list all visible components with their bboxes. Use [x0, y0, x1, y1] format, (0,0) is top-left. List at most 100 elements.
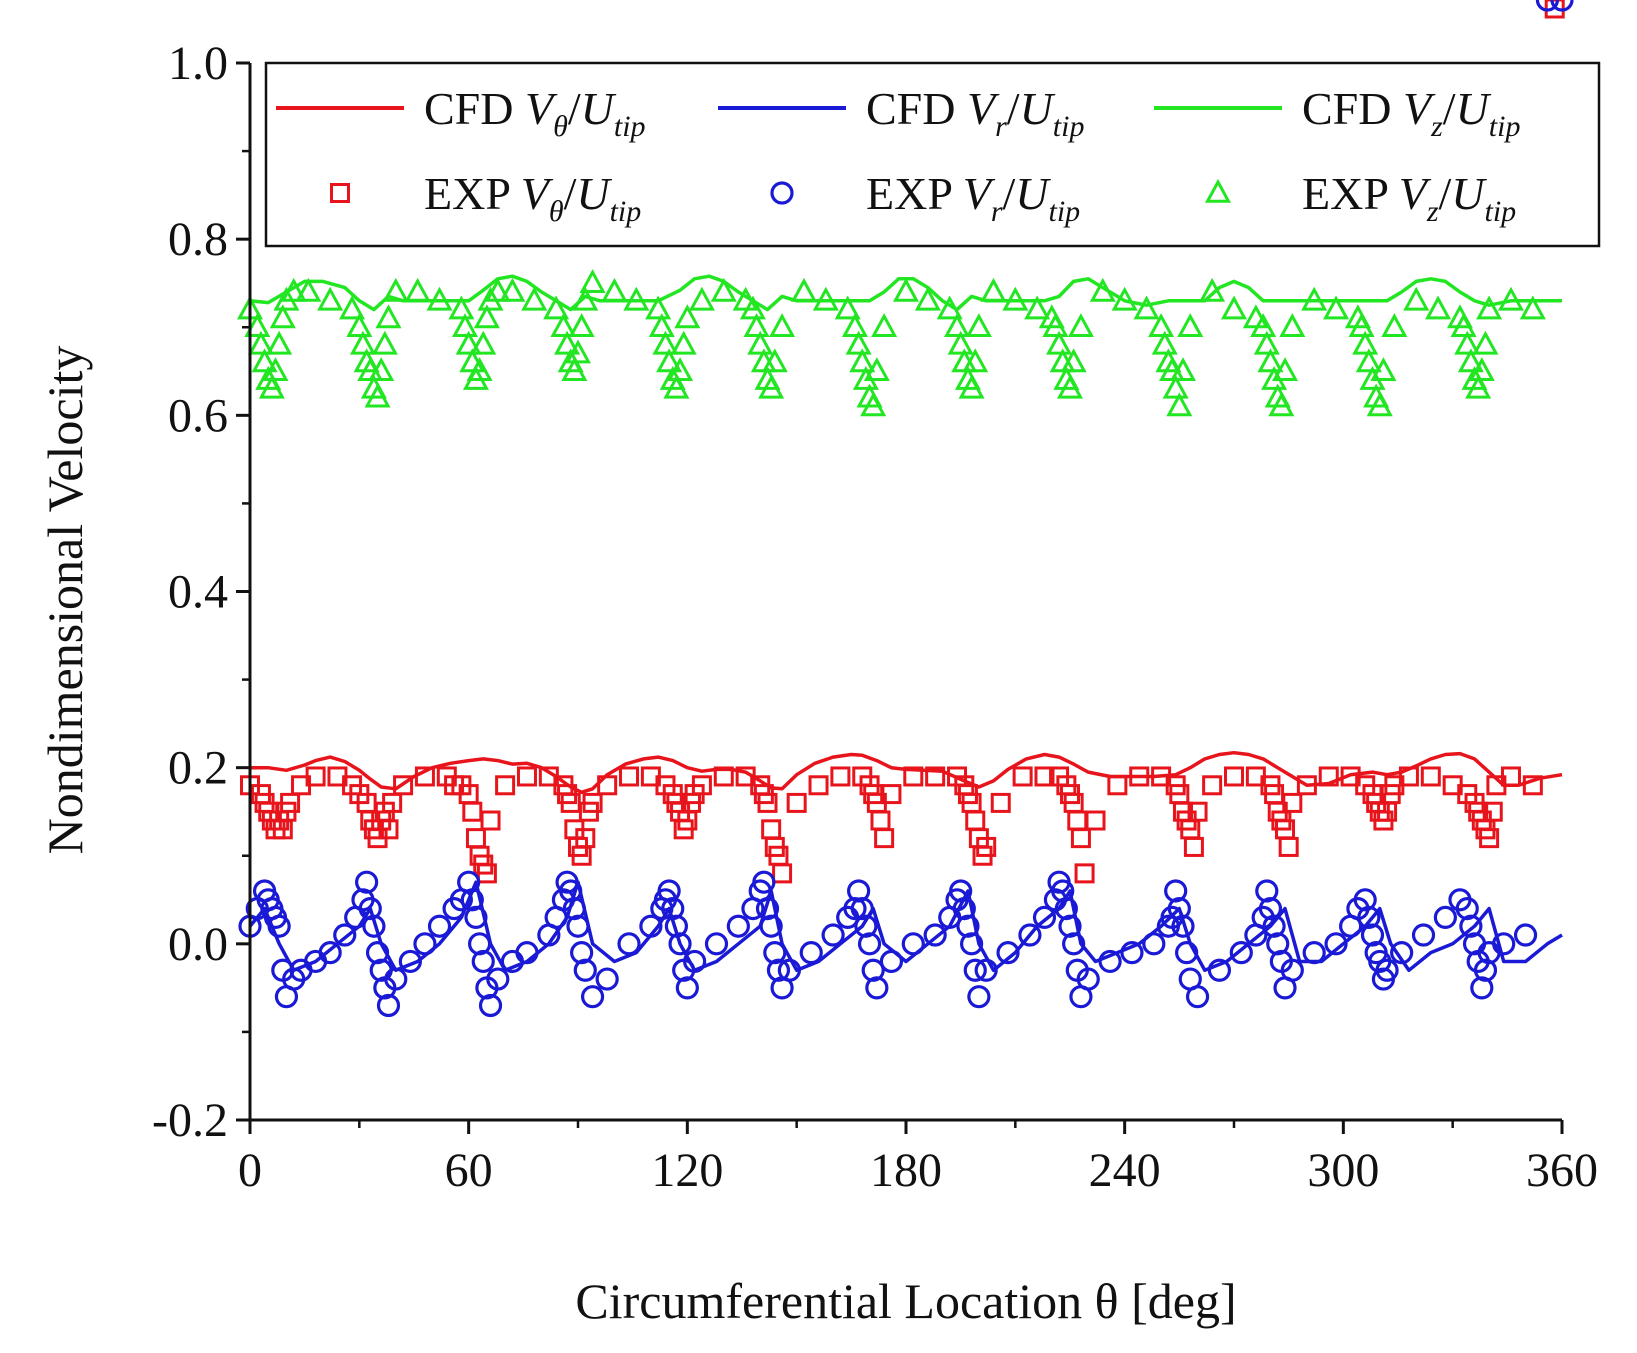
exp_z-point — [849, 348, 876, 373]
exp_r-point — [486, 967, 510, 991]
exp_z-point — [892, 277, 920, 302]
exp_r-point — [1324, 932, 1348, 956]
exp_r-point — [1492, 932, 1516, 956]
exp_theta-point — [772, 863, 793, 884]
exp_z-point — [375, 304, 402, 329]
exp_theta-point — [382, 792, 403, 813]
exp_z-point — [466, 357, 493, 382]
exp_theta-point — [280, 792, 301, 813]
exp_theta-point — [1129, 766, 1150, 787]
exp_r-point — [384, 967, 408, 991]
legend-entry-label: CFD Vr/Utip — [866, 83, 1084, 143]
exp_r-point — [963, 958, 987, 982]
exp_z-point — [962, 348, 989, 373]
exp_z-point — [860, 392, 887, 417]
exp_z-point — [914, 286, 941, 311]
exp_z-point — [688, 286, 715, 311]
exp_z-point — [845, 330, 872, 355]
exp_z-point — [812, 286, 839, 311]
y-axis-title: Nondimensional Velocity — [37, 346, 93, 855]
exp_theta-point — [1074, 863, 1095, 884]
exp_z-point — [1162, 374, 1189, 399]
exp_r-point — [668, 932, 692, 956]
exp_theta-point — [462, 801, 483, 822]
exp_theta-point — [1034, 766, 1055, 787]
exp_z-point — [280, 277, 307, 302]
exp_z-point — [652, 330, 679, 355]
exp_z-point — [455, 330, 482, 355]
exp_z-point — [1468, 357, 1495, 382]
exp_theta-point — [1085, 810, 1106, 831]
exp_r-point — [464, 905, 488, 930]
exp_theta-point — [1479, 828, 1500, 849]
exp_z-point — [244, 313, 271, 337]
exp_theta-point — [305, 766, 326, 787]
exp_r-point — [1120, 941, 1144, 965]
exp_z-point — [1425, 295, 1452, 320]
legend-entry-label: CFD Vz/Utip — [1302, 83, 1520, 143]
exp_z-point — [871, 313, 898, 337]
exp_r-point — [617, 932, 641, 956]
exp_z-point — [1148, 313, 1175, 337]
plot-area — [236, 0, 1574, 1018]
exp_theta-point — [1224, 766, 1244, 787]
exp_r-point — [1018, 923, 1042, 947]
exp_r-point — [967, 985, 991, 1009]
exp_theta-point — [575, 828, 596, 849]
legend-marker-swatch — [1204, 178, 1232, 203]
y-tick-label: 0.6 — [168, 389, 228, 442]
exp_theta-point — [1187, 801, 1208, 822]
exp_z-point — [663, 374, 690, 399]
exp_theta-point — [1278, 836, 1299, 857]
exp_theta-point — [597, 775, 618, 796]
exp_r-point — [639, 914, 663, 938]
exp_z-point — [1268, 392, 1295, 417]
x-tick-label: 300 — [1307, 1144, 1379, 1197]
legend-box — [264, 61, 1601, 248]
exp_z-point — [1166, 392, 1193, 417]
exp_z-point — [1024, 295, 1051, 320]
exp_theta-point — [786, 792, 807, 813]
exp_theta-point — [1482, 801, 1503, 822]
exp_theta-point — [582, 792, 603, 813]
exp_z-point — [266, 330, 293, 355]
exp_r-point — [318, 941, 342, 965]
exp_theta-point — [1398, 766, 1419, 787]
exp_z-point — [1370, 357, 1397, 382]
exp_z-point — [579, 269, 606, 293]
exp_theta-point — [830, 766, 851, 787]
cfd-line-theta — [250, 750, 1563, 795]
exp_z-point — [251, 348, 278, 373]
exp_z-point — [1067, 313, 1094, 337]
exp_z-point — [1060, 348, 1087, 373]
exp_z-point — [670, 330, 697, 355]
exp_z-point — [1457, 348, 1484, 373]
y-tick-label: 0.4 — [168, 566, 228, 619]
exp_theta-point — [925, 766, 946, 787]
exp_r-point — [683, 949, 707, 974]
exp_z-point — [1476, 295, 1503, 320]
exp_r-point — [821, 923, 845, 947]
exp_z-point — [1253, 330, 1280, 355]
exp_r-point — [923, 923, 947, 947]
exp_r-point — [1390, 941, 1414, 965]
exp_r-point — [471, 949, 495, 974]
exp_z-point — [1042, 313, 1069, 337]
legend-marker-swatch — [770, 181, 794, 205]
exp_z-point — [1177, 313, 1204, 337]
exp_r-point — [398, 949, 422, 974]
exp_theta-point — [393, 775, 414, 796]
exp_r-point — [1032, 905, 1057, 930]
exp_theta-point — [1107, 775, 1128, 796]
exp_theta-point — [378, 819, 399, 840]
exp_r-point — [1433, 905, 1457, 930]
exp_r-point — [726, 914, 750, 938]
exp_z-point — [349, 330, 377, 355]
exp_z-point — [1151, 330, 1178, 355]
exp_r-point — [675, 976, 699, 1000]
exp_r-point — [1175, 941, 1199, 965]
exp_theta-point — [495, 775, 516, 796]
exp_z-point — [554, 330, 581, 355]
exp_r-point — [974, 958, 998, 982]
exp_z-point — [710, 277, 737, 302]
